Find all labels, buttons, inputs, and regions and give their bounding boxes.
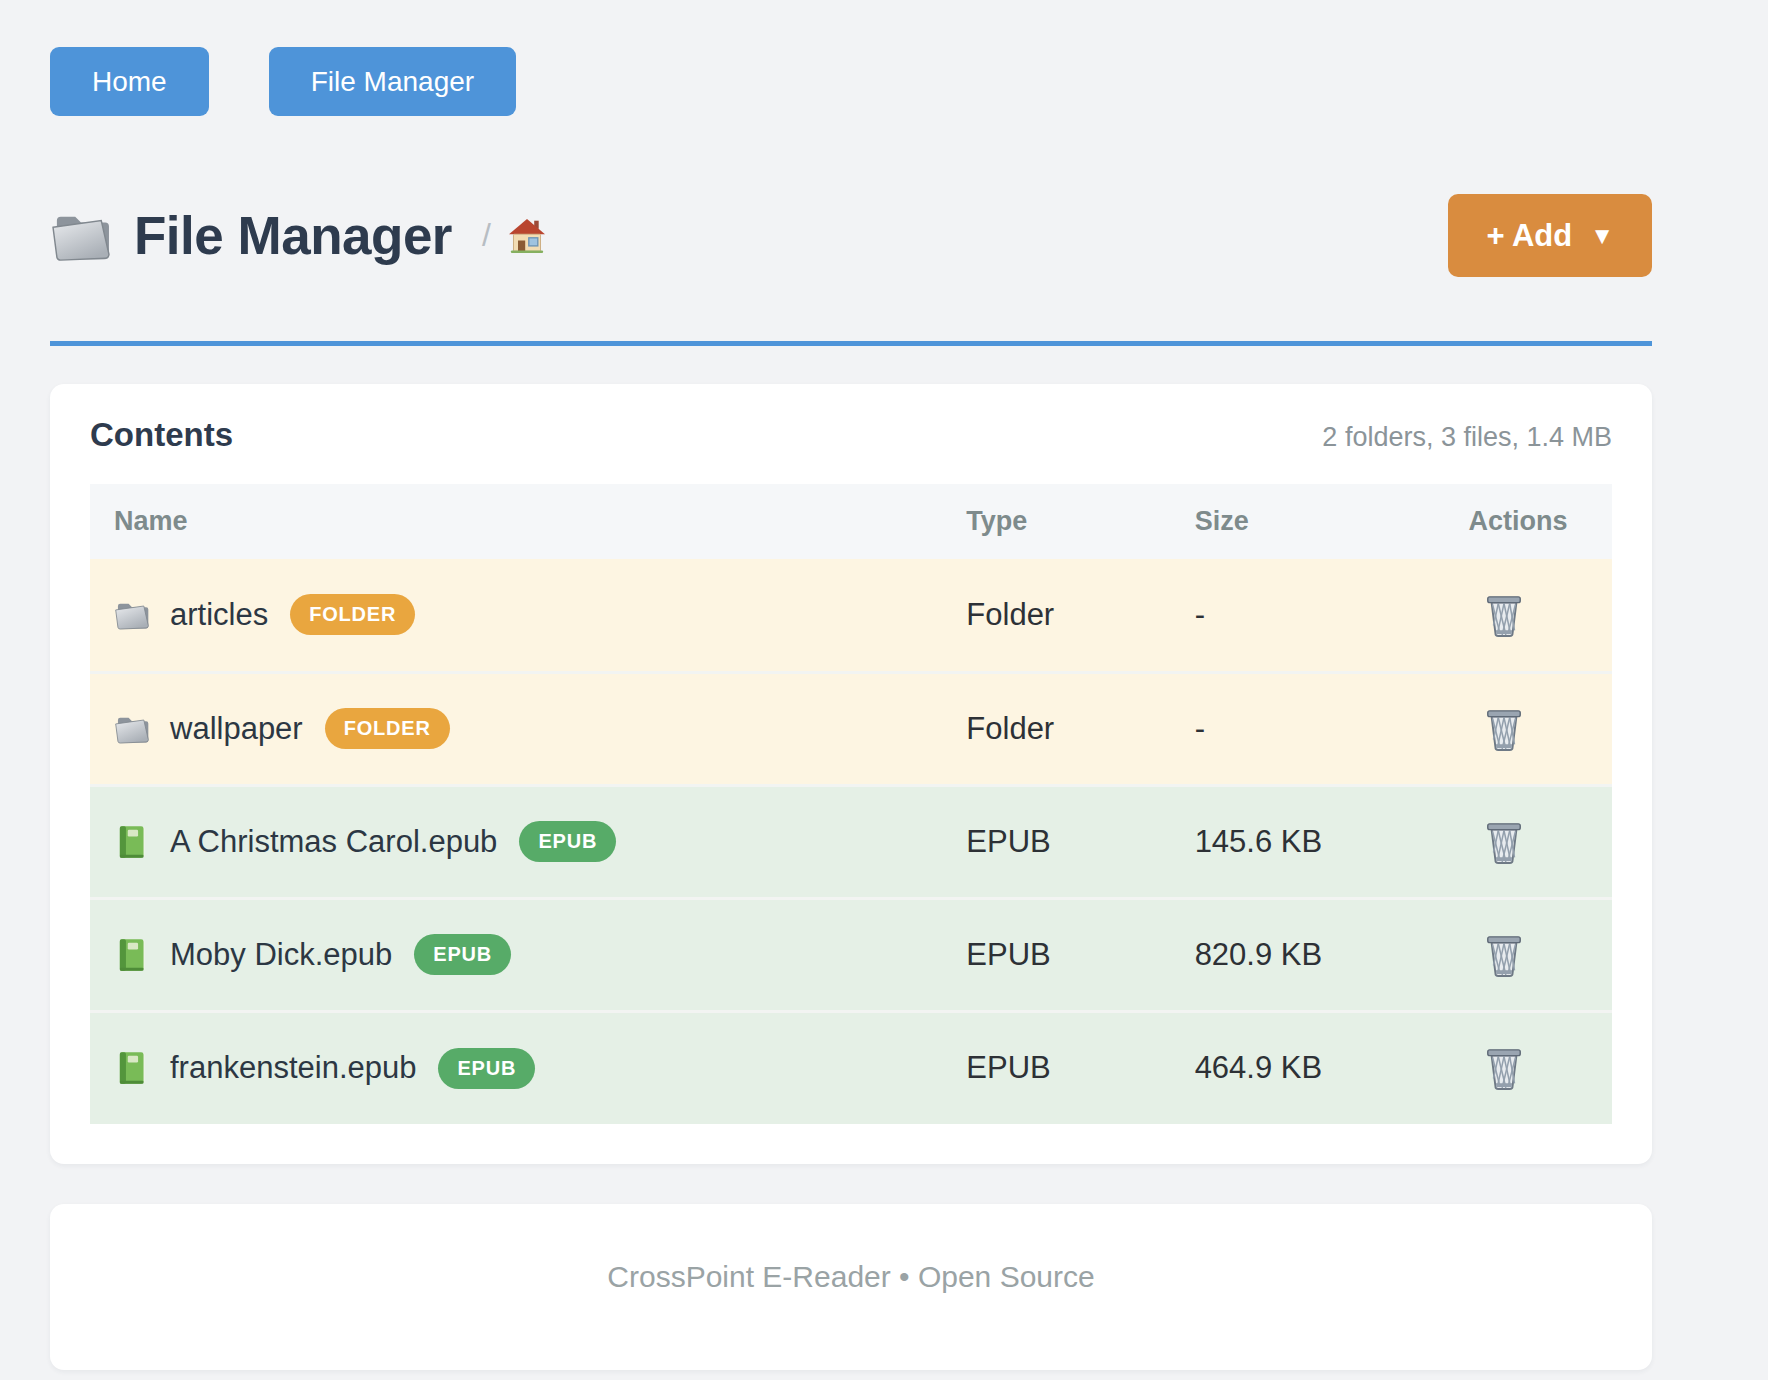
type-badge: EPUB xyxy=(414,934,511,975)
size-cell: - xyxy=(1171,672,1445,785)
table-row: articles FOLDER Folder - xyxy=(90,559,1612,672)
file-name-link[interactable]: frankenstein.epub xyxy=(170,1050,416,1086)
delete-button[interactable] xyxy=(1483,932,1525,978)
trash-icon xyxy=(1483,592,1525,638)
table-row: Moby Dick.epub EPUB EPUB 820.9 KB xyxy=(90,898,1612,1011)
column-header-size: Size xyxy=(1171,484,1445,559)
breadcrumb: / xyxy=(482,217,547,254)
book-icon xyxy=(114,825,150,859)
table-row: A Christmas Carol.epub EPUB EPUB 145.6 K… xyxy=(90,785,1612,898)
type-badge: EPUB xyxy=(438,1048,535,1089)
size-cell: 464.9 KB xyxy=(1171,1011,1445,1124)
size-cell: - xyxy=(1171,559,1445,672)
file-table: Name Type Size Actions articles FOLDER F… xyxy=(90,484,1612,1124)
folder-icon xyxy=(114,712,150,746)
chevron-down-icon: ▼ xyxy=(1590,222,1614,250)
footer-text: CrossPoint E-Reader • Open Source xyxy=(607,1260,1094,1293)
book-icon xyxy=(114,1051,150,1085)
folder-name-link[interactable]: articles xyxy=(170,597,268,633)
type-cell: Folder xyxy=(942,672,1170,785)
contents-summary: 2 folders, 3 files, 1.4 MB xyxy=(1322,422,1612,453)
table-row: frankenstein.epub EPUB EPUB 464.9 KB xyxy=(90,1011,1612,1124)
footer: CrossPoint E-Reader • Open Source xyxy=(50,1204,1652,1370)
type-cell: EPUB xyxy=(942,1011,1170,1124)
trash-icon xyxy=(1483,819,1525,865)
size-cell: 820.9 KB xyxy=(1171,898,1445,1011)
table-header-row: Name Type Size Actions xyxy=(90,484,1612,559)
delete-button[interactable] xyxy=(1483,706,1525,752)
file-name-link[interactable]: A Christmas Carol.epub xyxy=(170,824,497,860)
type-cell: EPUB xyxy=(942,898,1170,1011)
folder-icon xyxy=(114,598,150,632)
contents-heading: Contents xyxy=(90,416,233,454)
top-nav: Home File Manager xyxy=(50,47,1652,116)
type-cell: Folder xyxy=(942,559,1170,672)
file-name-link[interactable]: Moby Dick.epub xyxy=(170,937,392,973)
size-cell: 145.6 KB xyxy=(1171,785,1445,898)
nav-file-manager-button[interactable]: File Manager xyxy=(269,47,516,116)
delete-button[interactable] xyxy=(1483,1045,1525,1091)
folder-name-link[interactable]: wallpaper xyxy=(170,711,303,747)
add-button-label: + Add xyxy=(1486,218,1572,254)
table-row: wallpaper FOLDER Folder - xyxy=(90,672,1612,785)
page-title: File Manager xyxy=(134,205,452,266)
folder-icon xyxy=(50,209,112,263)
trash-icon xyxy=(1483,932,1525,978)
column-header-type: Type xyxy=(942,484,1170,559)
page-header: File Manager / + Add ▼ xyxy=(50,194,1652,277)
house-icon[interactable] xyxy=(507,218,547,254)
book-icon xyxy=(114,938,150,972)
type-badge: EPUB xyxy=(519,821,616,862)
type-badge: FOLDER xyxy=(290,594,415,635)
delete-button[interactable] xyxy=(1483,592,1525,638)
add-button[interactable]: + Add ▼ xyxy=(1448,194,1652,277)
column-header-name: Name xyxy=(90,484,942,559)
breadcrumb-separator: / xyxy=(482,217,491,254)
delete-button[interactable] xyxy=(1483,819,1525,865)
nav-home-button[interactable]: Home xyxy=(50,47,209,116)
trash-icon xyxy=(1483,706,1525,752)
file-manager-page: Home File Manager File Manager / + Add ▼… xyxy=(0,0,1768,1370)
type-cell: EPUB xyxy=(942,785,1170,898)
contents-card: Contents 2 folders, 3 files, 1.4 MB Name… xyxy=(50,384,1652,1164)
title-underline xyxy=(50,341,1652,346)
type-badge: FOLDER xyxy=(325,708,450,749)
trash-icon xyxy=(1483,1045,1525,1091)
column-header-actions: Actions xyxy=(1445,484,1612,559)
